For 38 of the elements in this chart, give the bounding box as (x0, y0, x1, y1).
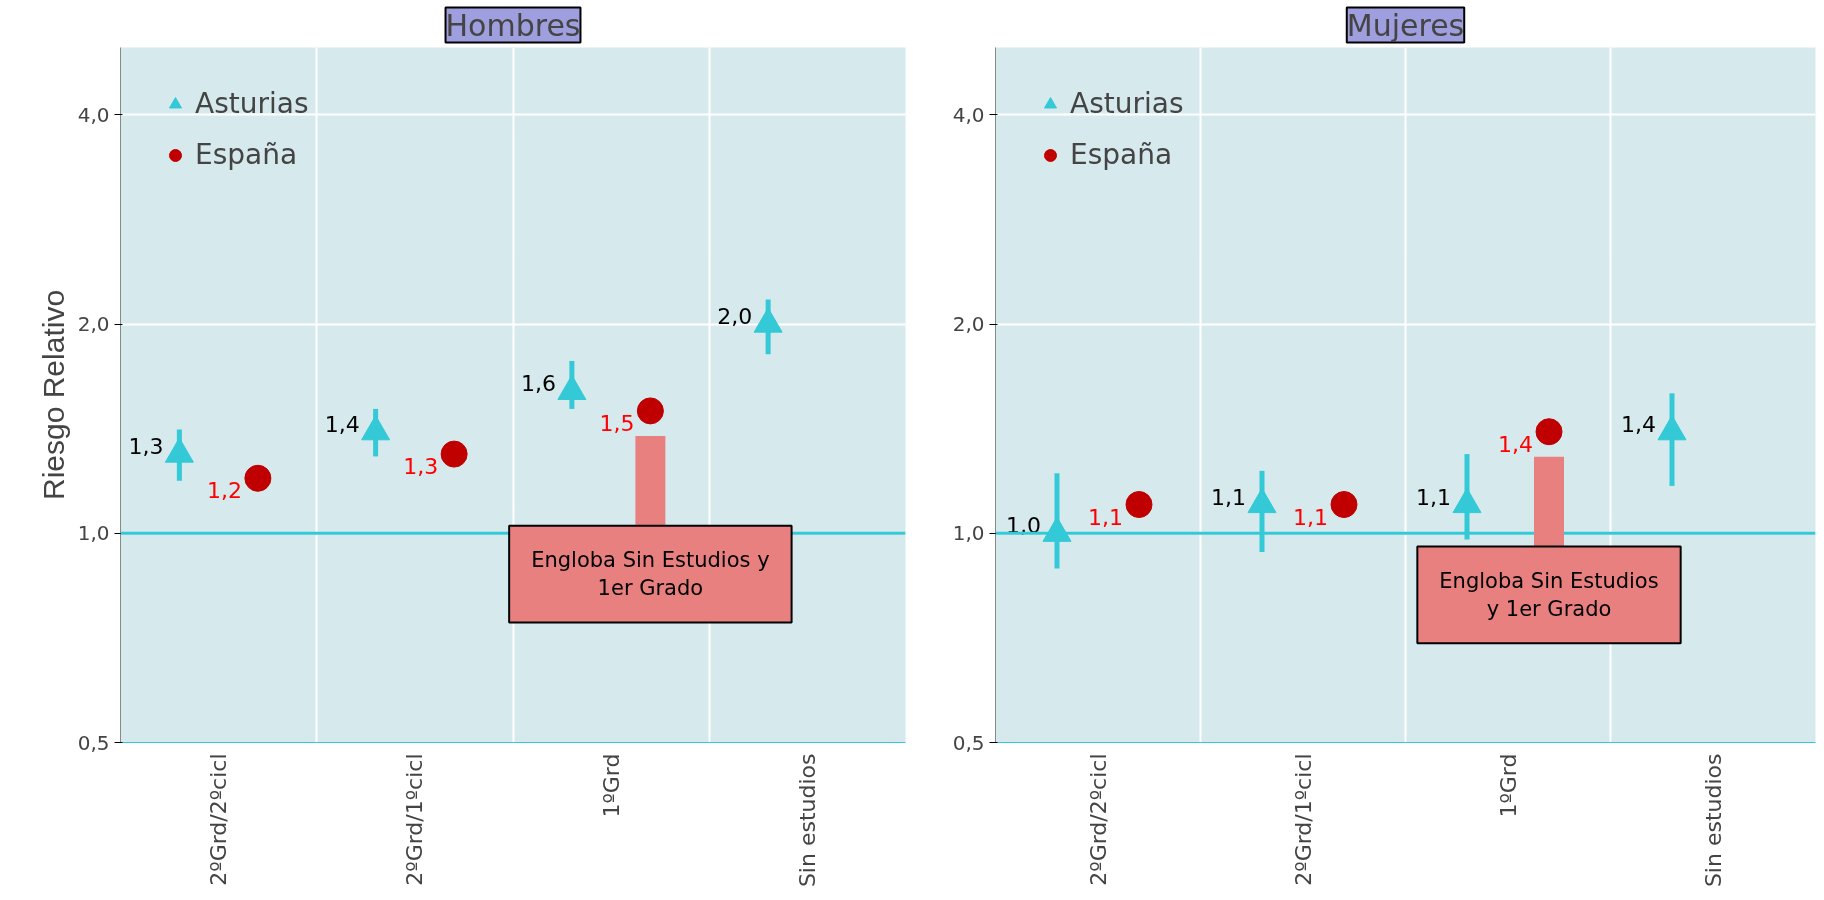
y-axis-title: Riesgo Relativo (36, 289, 70, 501)
data-label: 1,3 (128, 434, 164, 460)
legend-label: Asturias (195, 87, 309, 120)
chart-title: Mujeres (1346, 7, 1465, 43)
x-tick-label: 1ºGrd (1495, 753, 1521, 818)
data-label: 1,1 (1293, 504, 1329, 530)
y-tick-label: 4,0 (77, 102, 110, 127)
x-tick-label: 2ºGrd/2ºcicl (206, 753, 232, 886)
data-label: 1,6 (520, 371, 556, 397)
data-label: 1,5 (599, 410, 635, 436)
data-label: 1,4 (1621, 411, 1657, 437)
annotation: Engloba Sin Estudios y 1er Grado (531, 547, 770, 601)
x-tick-label: 2ºGrd/2ºcicl (1085, 753, 1111, 886)
y-tick-label: 1,0 (952, 521, 985, 546)
legend-label: Asturias (1070, 87, 1184, 120)
x-tick-label: 2ºGrd/1ºcicl (402, 753, 428, 886)
annotation: Engloba Sin Estudios y 1er Grado (1439, 568, 1659, 622)
y-tick-label: 2,0 (77, 312, 110, 337)
y-tick-label: 1,0 (77, 521, 110, 546)
data-label: 1,2 (206, 478, 242, 504)
data-label: 1,4 (324, 411, 360, 437)
y-tick-label: 0,5 (952, 730, 985, 755)
legend-label: España (1070, 138, 1173, 171)
y-tick-label: 2,0 (952, 312, 985, 337)
data-label: 1,1 (1211, 484, 1247, 510)
x-tick-label: 1ºGrd (598, 753, 624, 818)
data-label: 2,0 (717, 304, 753, 330)
x-tick-label: Sin estudios (794, 753, 820, 888)
y-tick-label: 0,5 (77, 730, 110, 755)
data-label: 1,1 (1416, 484, 1452, 510)
legend-label: España (195, 138, 298, 171)
x-tick-label: 2ºGrd/1ºcicl (1290, 753, 1316, 886)
chart-title: Hombres (445, 7, 581, 43)
data-label: 1,3 (403, 454, 439, 480)
x-tick-label: Sin estudios (1700, 753, 1726, 888)
data-label: 1,4 (1498, 431, 1534, 457)
data-label: 1,1 (1088, 504, 1124, 530)
y-tick-label: 4,0 (952, 102, 985, 127)
